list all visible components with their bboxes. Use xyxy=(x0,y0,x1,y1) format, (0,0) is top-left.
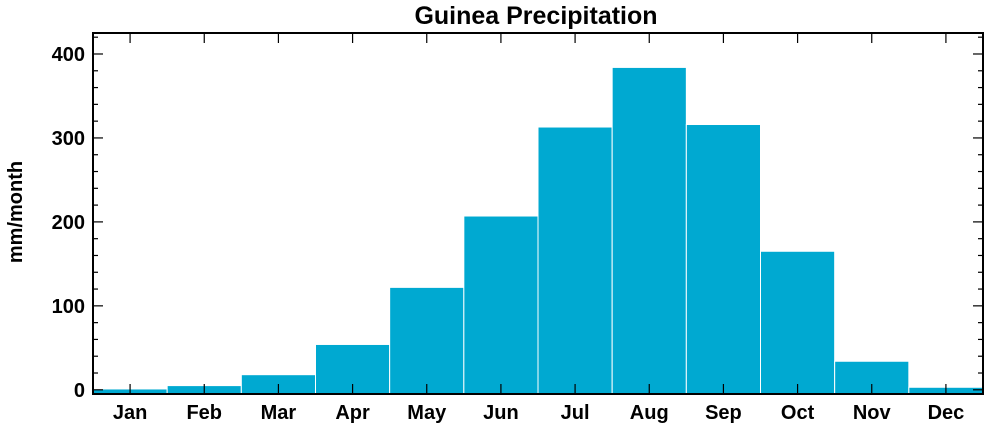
y-tick-label: 300 xyxy=(52,128,85,150)
x-tick-label: Sep xyxy=(705,402,742,424)
bar-jun xyxy=(463,215,539,395)
x-tick-label: May xyxy=(407,402,447,424)
y-tick-label: 100 xyxy=(52,296,85,318)
x-tick-label: Jul xyxy=(561,402,590,424)
chart-title: Guinea Precipitation xyxy=(414,2,657,30)
plot-frame xyxy=(92,32,984,395)
x-tick-label: Dec xyxy=(928,402,965,424)
x-tick-label: Oct xyxy=(781,402,815,424)
x-tick-label: Jan xyxy=(113,402,147,424)
y-tick-label: 0 xyxy=(74,380,85,402)
bar-sep xyxy=(685,124,761,395)
y-axis-label: mm/month xyxy=(5,161,27,263)
bar-may xyxy=(389,286,465,395)
x-tick-label: Mar xyxy=(261,402,297,424)
axes-group: 0 100 200 300 400 Jan Feb Mar Apr May Jun Jul Aug Sep… xyxy=(52,32,984,424)
bar-oct xyxy=(760,250,836,395)
y-tick-label: 400 xyxy=(52,44,85,66)
bar-aug xyxy=(611,66,687,395)
x-tick-label: Apr xyxy=(335,402,370,424)
bars-group xyxy=(92,66,984,395)
y-tick-label: 200 xyxy=(52,212,85,234)
x-tick-label: Aug xyxy=(630,402,669,424)
x-tick-label: Nov xyxy=(853,402,892,424)
x-tick-label: Feb xyxy=(186,402,222,424)
bar-jul xyxy=(537,126,613,395)
x-tick-label: Jun xyxy=(483,402,519,424)
